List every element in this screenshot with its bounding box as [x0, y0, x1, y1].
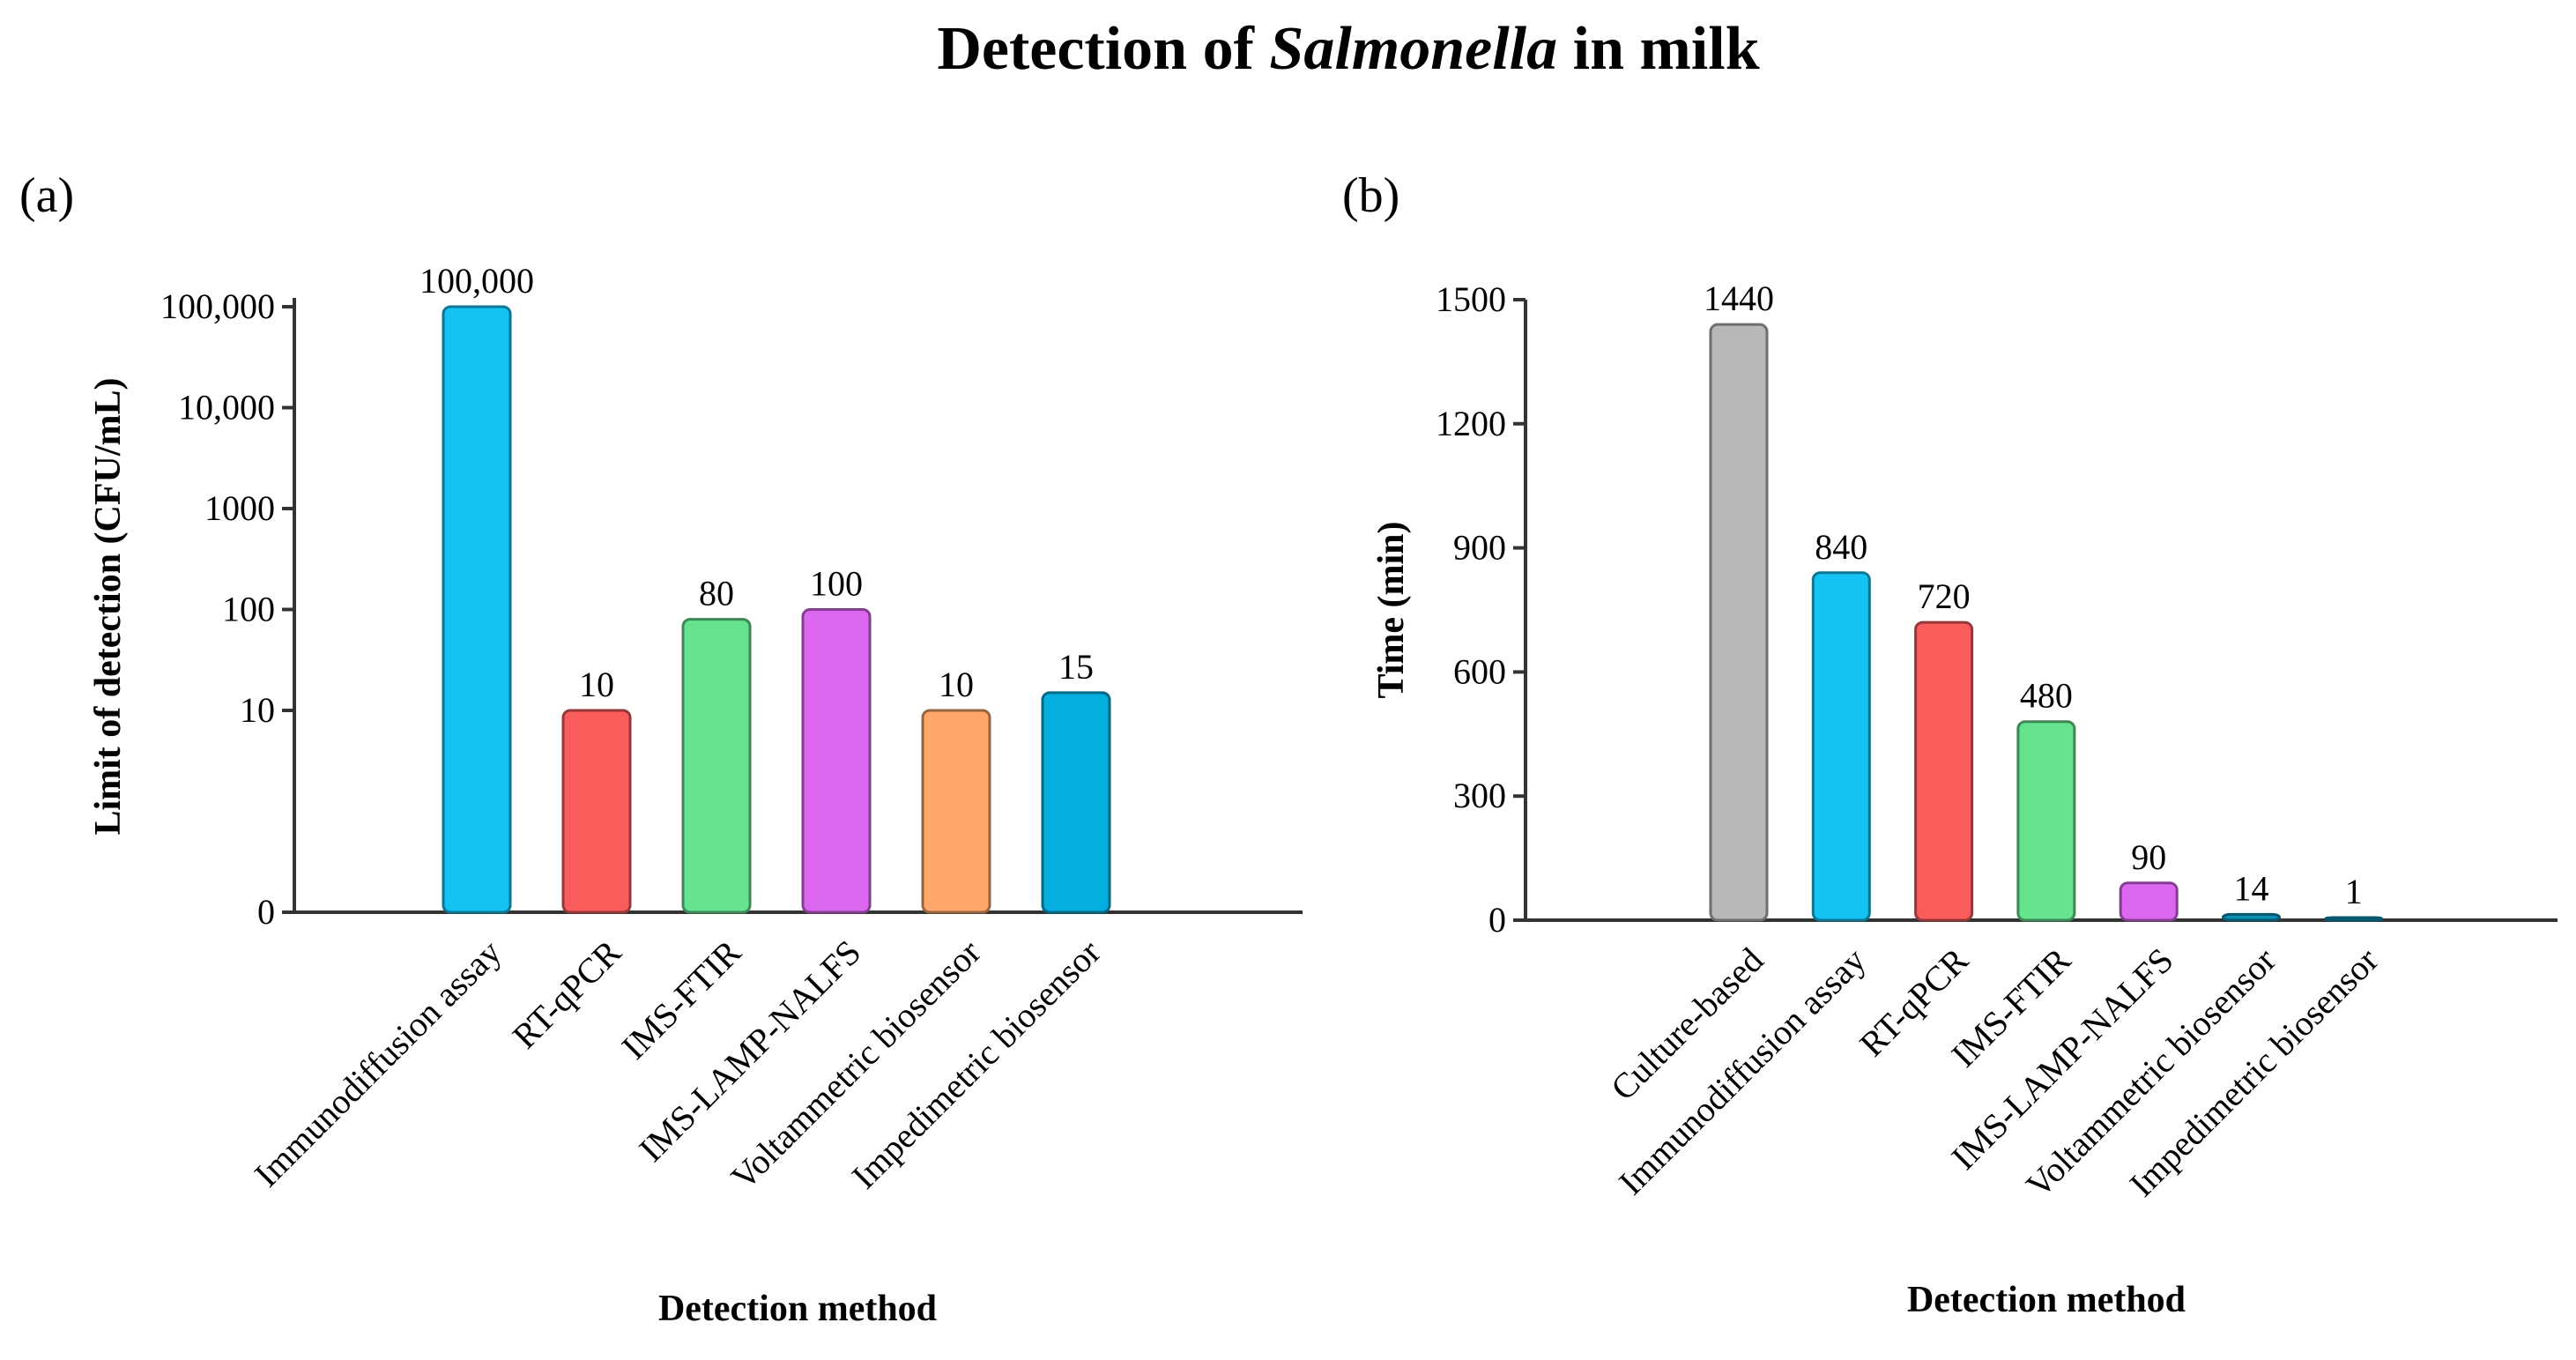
chart-b-ylabel: Time (min) — [1371, 521, 1412, 698]
data-label: 15 — [1058, 647, 1094, 687]
y-tick-label: 100 — [222, 590, 275, 629]
data-label: 80 — [699, 574, 734, 613]
chart-a-category-labels: Immunodiffusion assayRT-qPCRIMS-FTIRIMS-… — [247, 932, 1109, 1197]
data-label: 14 — [2234, 868, 2269, 908]
chart-b-ticks: 0 300 600 900 1200 1500 — [1436, 279, 1526, 940]
y-tick-label: 10,000 — [178, 388, 275, 427]
chart-a-xlabel: Detection method — [658, 1289, 937, 1329]
y-tick-label: 1000 — [204, 488, 275, 528]
data-label: 10 — [939, 665, 974, 704]
chart-a-bars — [442, 305, 1111, 914]
y-tick-label: 0 — [1488, 900, 1506, 940]
data-label: 720 — [1918, 576, 1971, 616]
y-tick-label: 1500 — [1436, 279, 1506, 319]
title-part-1: Detection of — [937, 15, 1269, 83]
y-tick-label: 300 — [1453, 776, 1506, 815]
chart-a-panel: (a) Limit of detection (CFU/mL) Detectio… — [19, 168, 1303, 1329]
panel-label-b: (b) — [1342, 168, 1399, 223]
y-tick-label: 100,000 — [160, 286, 275, 326]
chart-b-data-labels: 1440 840 720 480 90 14 1 — [1704, 279, 2363, 911]
data-label: 480 — [2020, 676, 2073, 716]
panel-label-a: (a) — [19, 168, 74, 223]
chart-b-xlabel: Detection method — [1907, 1280, 2186, 1320]
data-label: 100 — [810, 564, 863, 604]
bar — [1709, 323, 1769, 922]
bar — [2222, 912, 2281, 922]
chart-a-data-labels: 100,000 10 80 100 10 15 — [419, 261, 1094, 704]
y-tick-label: 600 — [1453, 651, 1506, 691]
bar — [921, 709, 991, 914]
data-label: 1 — [2345, 872, 2363, 911]
title-part-2: Salmonella — [1269, 15, 1557, 83]
x-tick-label: IMS-LAMP-NALFS — [631, 933, 868, 1170]
bar — [561, 709, 632, 914]
chart-a-ylabel: Limit of detection (CFU/mL) — [88, 377, 129, 835]
chart-b-bars — [1709, 323, 2384, 922]
bar — [1914, 621, 1974, 922]
bar — [2119, 881, 2179, 922]
data-label: 90 — [2131, 837, 2166, 877]
figure-title: Detection of Salmonella in milk — [937, 15, 1759, 83]
chart-b-panel: (b) Time (min) Detection method 0 300 600 9… — [1342, 168, 2557, 1320]
bar — [801, 608, 872, 914]
y-tick-label: 10 — [240, 690, 275, 730]
y-tick-label: 0 — [257, 892, 275, 932]
bar — [681, 618, 752, 914]
title-part-3: in milk — [1557, 15, 1760, 83]
data-label: 10 — [579, 665, 614, 704]
y-tick-label: 1200 — [1436, 404, 1506, 443]
bar — [1811, 571, 1871, 922]
x-tick-label: RT-qPCR — [505, 932, 629, 1056]
data-label: 1440 — [1704, 279, 1774, 318]
bar — [2324, 916, 2384, 922]
x-tick-label: Immunodiffusion assay — [247, 933, 509, 1195]
bar — [1041, 691, 1111, 914]
y-tick-label: 900 — [1453, 528, 1506, 568]
bar — [2016, 720, 2076, 922]
data-label: 100,000 — [419, 261, 534, 301]
chart-a-ticks: 0 10 100 1000 10,000 100,000 — [160, 286, 294, 932]
bar — [442, 305, 512, 914]
data-label: 840 — [1815, 527, 1867, 567]
